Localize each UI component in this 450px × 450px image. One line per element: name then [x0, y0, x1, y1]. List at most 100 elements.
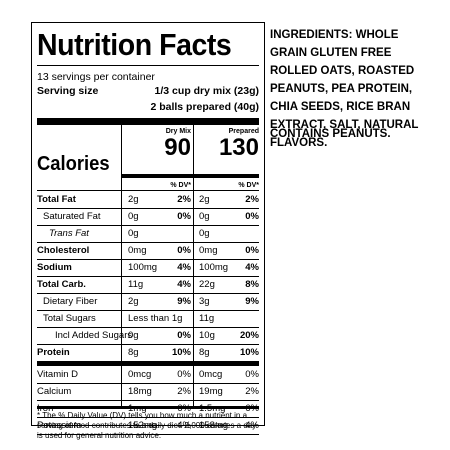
prepared-amount: 8g [199, 347, 210, 358]
dry-amount: 0g [128, 211, 139, 222]
dry-amount: 100mg [128, 262, 158, 273]
nutrient-name: Sodium [37, 262, 72, 273]
dry-percent-dv: 2% [177, 386, 191, 397]
prepared-percent-dv: 0% [245, 211, 259, 222]
servings-per-container: 13 servings per container [37, 71, 155, 83]
prepared-percent-dv: 8% [245, 279, 259, 290]
nutrient-name: Incl Added Sugars [55, 330, 133, 341]
nutrient-name: Total Sugars [43, 313, 96, 324]
calories-rule [122, 174, 259, 178]
prepared-amount: 10g [199, 330, 215, 341]
nutrient-row: Dietary Fiber 2g 9% 3g 9% [37, 293, 259, 310]
dry-amount: 2g [128, 296, 139, 307]
nutrient-name: Cholesterol [37, 245, 90, 256]
prepared-amount: 22g [199, 279, 215, 290]
dry-amount: 0g [128, 330, 139, 341]
dry-percent-dv: 4% [177, 420, 191, 431]
dry-amount: 0mcg [128, 369, 152, 380]
nutrient-name: Potassium [37, 420, 82, 431]
row-divider [37, 276, 259, 277]
dry-percent-dv: 10% [171, 347, 191, 358]
nutrient-row: Total Sugars Less than 1g 11g [37, 310, 259, 327]
thick-rule-top [37, 118, 259, 125]
nutrient-row: Trans Fat 0g 0g [37, 225, 259, 242]
prepared-amount: 2g [199, 194, 210, 205]
prepared-percent-dv: 20% [239, 330, 259, 341]
ingredients-text: INGREDIENTS: WHOLE GRAIN GLUTEN FREE ROL… [270, 29, 419, 149]
prepared-amount: 158mg [199, 420, 229, 431]
row-divider [37, 400, 259, 401]
dry-mix-header: Dry Mix [165, 128, 191, 135]
serving-size-dry: 1/3 cup dry mix (23g) [154, 85, 259, 97]
prepared-percent-dv: 0% [245, 245, 259, 256]
allergen-statement: CONTAINS PEANUTS. [270, 128, 391, 140]
row-divider [37, 417, 259, 418]
dry-percent-dv: 0% [177, 330, 191, 341]
vitamin-row: Potassium 152mg 4% 158mg 4% [37, 417, 259, 434]
prepared-percent-dv: 0% [245, 369, 259, 380]
prepared-percent-dv: 2% [245, 386, 259, 397]
prepared-amount: 11g [199, 313, 215, 324]
nutrient-name: Total Fat [37, 194, 76, 205]
calories-prepared: 130 [218, 134, 259, 161]
prepared-amount: 3g [199, 296, 210, 307]
nutrient-row: Incl Added Sugars 0g 0% 10g 20% [37, 327, 259, 344]
column-divider-mid [193, 125, 194, 407]
calories-dry: 90 [164, 134, 191, 161]
column-divider-left [121, 125, 122, 407]
dry-percent-dv: 9% [177, 296, 191, 307]
serving-size-label: Serving size [37, 85, 99, 97]
row-divider [37, 225, 259, 226]
vitamin-row: Calcium 18mg 2% 19mg 2% [37, 383, 259, 400]
nutrient-name: Total Carb. [37, 279, 86, 290]
row-divider [37, 190, 259, 191]
prepared-percent-dv: 10% [239, 347, 259, 358]
prepared-percent-dv: 4% [245, 420, 259, 431]
thick-rule-footnote [37, 406, 259, 409]
nutrient-row: Sodium 100mg 4% 100mg 4% [37, 259, 259, 276]
dry-percent-dv: 2% [177, 194, 191, 205]
nutrient-row: Total Carb. 11g 4% 22g 8% [37, 276, 259, 293]
dry-amount: 0mg [128, 245, 147, 256]
dry-amount: 0g [128, 228, 139, 239]
serving-size-prepared: 2 balls prepared (40g) [150, 101, 259, 113]
prepared-amount: 19mg [199, 386, 223, 397]
dry-amount: 8g [128, 347, 139, 358]
row-divider [37, 293, 259, 294]
row-divider [37, 242, 259, 243]
nutrient-row: Saturated Fat 0g 0% 0g 0% [37, 208, 259, 225]
title-rule [37, 65, 259, 66]
dry-percent-dv: 0% [177, 211, 191, 222]
prepared-amount: 0g [199, 228, 210, 239]
prepared-amount: 0mcg [199, 369, 223, 380]
nutrient-name: Calcium [37, 386, 72, 397]
dry-percent-dv: 0% [177, 245, 191, 256]
nutrient-row: Protein 8g 10% 8g 10% [37, 344, 259, 361]
nutrient-name: Protein [37, 347, 70, 358]
dry-amount: Less than 1g [128, 313, 183, 324]
prepared-percent-dv: 4% [245, 262, 259, 273]
prepared-amount: 0mg [199, 245, 218, 256]
calories-label: Calories [37, 153, 110, 175]
dv-header-dry: % DV* [170, 182, 191, 189]
dv-header-prepared: % DV* [238, 182, 259, 189]
nutrient-name: Trans Fat [49, 228, 89, 239]
row-divider [37, 327, 259, 328]
prepared-amount: 100mg [199, 262, 229, 273]
dry-amount: 11g [128, 279, 144, 290]
nutrition-facts-label: Nutrition Facts 13 servings per containe… [31, 22, 265, 440]
footnote: * The % Daily Value (DV) tells you how m… [37, 411, 257, 440]
row-divider [37, 208, 259, 209]
dry-percent-dv: 4% [177, 279, 191, 290]
nutrient-name: Vitamin D [37, 369, 79, 380]
nutrient-row: Cholesterol 0mg 0% 0mg 0% [37, 242, 259, 259]
row-divider [37, 310, 259, 311]
dry-amount: 152mg [128, 420, 158, 431]
row-divider [37, 344, 259, 345]
prepared-percent-dv: 2% [245, 194, 259, 205]
nutrient-row: Total Fat 2g 2% 2g 2% [37, 191, 259, 208]
row-divider [37, 259, 259, 260]
prepared-header: Prepared [228, 128, 259, 135]
nutrition-title: Nutrition Facts [37, 27, 232, 62]
dry-percent-dv: 0% [177, 369, 191, 380]
